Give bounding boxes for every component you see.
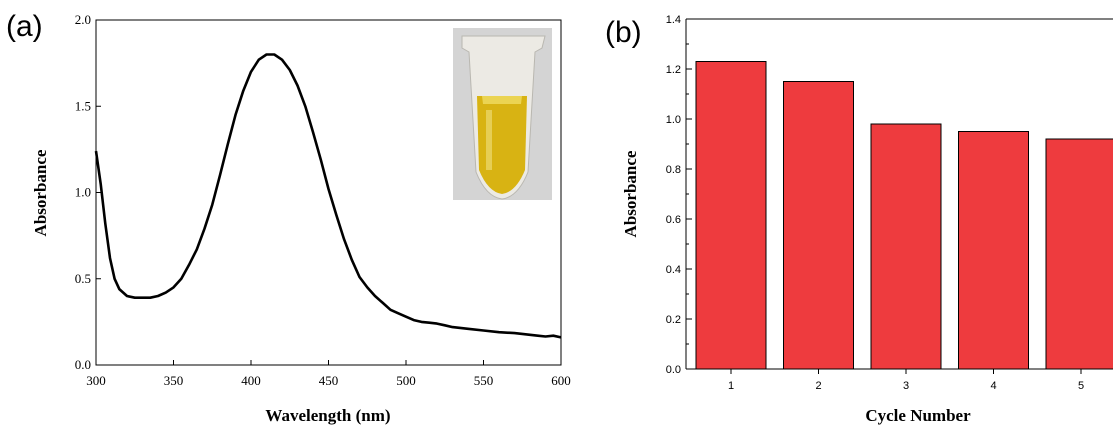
panel-b-x-ticks: 1 2 3 4 5: [728, 369, 1084, 392]
vial-liquid: [477, 96, 527, 194]
panel-b-x-tick-label: 3: [903, 380, 909, 392]
panel-b-y-tick-label: 1.4: [666, 14, 681, 26]
panel-a-y-tick-label: 1.0: [75, 185, 91, 200]
panel-a-x-tick-label: 600: [551, 373, 571, 388]
panel-a-y-axis-title: Absorbance: [31, 149, 50, 236]
vial-liquid-meniscus: [482, 96, 522, 104]
bar-cycle-5: [1046, 139, 1113, 369]
panel-b-y-ticks: 0.0 0.2 0.4 0.6 0.8 1.0 1.2 1.4: [666, 14, 692, 376]
panel-b-x-tick-label: 2: [815, 380, 821, 392]
panel-a-x-axis-title: Wavelength (nm): [265, 406, 390, 425]
panel-b-label: (b): [605, 16, 642, 49]
panel-a-y-tick-label: 0.5: [75, 271, 91, 286]
panel-a-x-tick-label: 450: [319, 373, 339, 388]
panel-a-y-ticks: 0.0 0.5 1.0 1.5 2.0: [75, 12, 101, 372]
bar-cycle-1: [696, 62, 766, 370]
panel-b-y-tick-label: 0.8: [666, 164, 681, 176]
panel-a: (a) 0.0 0.5 1.0 1.5 2.0 300 350 400 450 500 550 60…: [6, 10, 571, 425]
panel-b-y-tick-label: 0.2: [666, 314, 681, 326]
bar-cycle-4: [959, 132, 1029, 370]
panel-b-x-tick-label: 1: [728, 380, 734, 392]
panel-b-y-tick-label: 1.2: [666, 64, 681, 76]
panel-a-x-tick-label: 300: [86, 373, 106, 388]
panel-a-x-ticks: 300 350 400 450 500 550 600: [86, 360, 571, 388]
panel-a-x-tick-label: 550: [474, 373, 494, 388]
panel-b-bars: [696, 62, 1113, 370]
panel-b-y-tick-label: 0.4: [666, 264, 681, 276]
panel-a-y-tick-label: 0.0: [75, 357, 91, 372]
panel-a-x-tick-label: 400: [241, 373, 261, 388]
panel-b: (b) 0.0 0.2 0.4 0.6 0.8 1.0 1.2 1.4 1 2 3 4 5 Absor…: [605, 14, 1113, 425]
panel-a-y-tick-label: 2.0: [75, 12, 91, 27]
panel-b-x-tick-label: 5: [1078, 380, 1084, 392]
panel-b-x-axis-title: Cycle Number: [865, 406, 971, 425]
panel-a-label: (a): [6, 10, 43, 43]
panel-b-y-axis-title: Absorbance: [621, 150, 640, 237]
panel-a-x-tick-label: 500: [396, 373, 416, 388]
panel-a-x-tick-label: 350: [164, 373, 184, 388]
panel-a-y-tick-label: 1.5: [75, 98, 91, 113]
bar-cycle-2: [784, 82, 854, 370]
panel-b-y-tick-label: 0.0: [666, 364, 681, 376]
panel-b-y-tick-label: 0.6: [666, 214, 681, 226]
bar-cycle-3: [871, 124, 941, 369]
inset-vial-photo: [453, 28, 552, 200]
panel-b-x-tick-label: 4: [990, 380, 996, 392]
panel-b-y-tick-label: 1.0: [666, 114, 681, 126]
vial-highlight: [486, 110, 492, 170]
